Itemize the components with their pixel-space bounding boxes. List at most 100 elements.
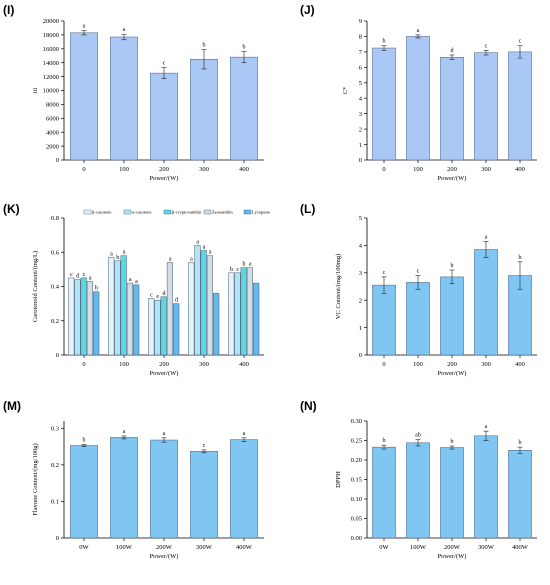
- significance-letter: a: [196, 239, 199, 245]
- significance-letter: a: [135, 279, 138, 285]
- y-tick-label: 10000: [43, 88, 59, 95]
- significance-letter: a: [190, 257, 193, 263]
- bar: [194, 245, 201, 356]
- bar: [372, 284, 396, 356]
- x-tick-label: 100: [413, 166, 423, 173]
- y-axis-title: Carotenoid Content/(mg/L): [32, 251, 39, 322]
- y-tick-label: 14000: [43, 60, 59, 67]
- significance-letter: a: [123, 250, 126, 256]
- y-tick-label: 0.3: [51, 426, 59, 433]
- x-tick-label: 200W: [156, 544, 173, 551]
- x-tick-label: 300: [199, 166, 209, 173]
- bar: [154, 299, 161, 356]
- bar: [474, 249, 498, 356]
- chart-panel-1: (J) 0 1 2 3 4 5 6 7 8 9 0 100 200 300 400 Power/(W) C* b a d…: [300, 3, 537, 182]
- bar: [253, 282, 260, 356]
- y-tick-label: 4: [359, 243, 363, 250]
- bar: [173, 303, 180, 356]
- bar: [190, 451, 218, 539]
- bar: [93, 291, 100, 356]
- chart-panel-5: (N) 0.00 0.05 0.10 0.15 0.20 0.25 0.30 0W 100W 200…: [300, 399, 537, 560]
- panel-label: (I): [3, 3, 14, 17]
- y-tick-label: 20000: [43, 18, 59, 25]
- bar: [74, 279, 81, 356]
- significance-letter: b: [383, 39, 386, 45]
- significance-letter: c: [383, 270, 386, 276]
- bar: [126, 282, 134, 356]
- bar: [440, 447, 464, 539]
- significance-letter: a: [243, 431, 246, 437]
- y-tick-label: 2: [359, 126, 362, 133]
- x-tick-label: 200: [447, 361, 457, 368]
- bar: [440, 57, 464, 161]
- y-tick-label: 18000: [43, 32, 59, 39]
- bar: [406, 442, 430, 539]
- bar: [68, 277, 75, 356]
- bar: [213, 293, 220, 356]
- significance-letter: c: [417, 269, 420, 275]
- x-tick-label: 200W: [444, 544, 461, 551]
- y-tick-label: 0.6: [51, 249, 60, 256]
- bar: [228, 272, 235, 356]
- y-tick-label: 3: [359, 111, 362, 118]
- x-tick-label: 400: [515, 361, 525, 368]
- y-tick-label: 0.05: [351, 516, 362, 523]
- bar: [246, 267, 254, 356]
- y-axis-title: Flavone Content/(mg/100g): [32, 443, 39, 515]
- x-tick-label: 200: [447, 166, 457, 173]
- y-tick-label: 1: [359, 325, 362, 332]
- significance-letter: c: [236, 267, 239, 273]
- significance-letter: b: [230, 267, 233, 273]
- x-axis-title: Power/(W): [150, 370, 179, 377]
- y-tick-label: 7: [359, 49, 363, 56]
- y-axis-title: VC Content/(mg/100mg): [335, 254, 342, 320]
- chart-panel-3: (L) 0 1 2 3 4 5 0 100 200 300 400 Power/(W) VC Conten…: [300, 202, 537, 377]
- significance-letter: c: [150, 292, 153, 298]
- bar: [190, 58, 218, 161]
- significance-letter: c: [485, 43, 488, 49]
- x-tick-label: 300W: [478, 544, 495, 551]
- y-axis-title: DPPH: [335, 471, 342, 488]
- y-tick-label: 0.25: [351, 438, 362, 445]
- bar: [230, 439, 258, 539]
- bar: [406, 282, 430, 356]
- bar: [150, 439, 178, 539]
- significance-letter: a: [485, 424, 488, 430]
- bar: [70, 445, 98, 539]
- bar: [240, 267, 247, 356]
- significance-letter: a: [123, 27, 126, 33]
- legend-swatch: [123, 209, 132, 215]
- significance-letter: a: [163, 431, 166, 437]
- bar: [110, 36, 138, 161]
- legend-label: α-carotene: [132, 210, 152, 215]
- bar: [234, 272, 241, 356]
- y-tick-label: 0.1: [51, 499, 59, 506]
- significance-letter: a: [83, 24, 86, 30]
- x-tick-label: 100: [413, 361, 423, 368]
- x-tick-label: 200: [159, 166, 169, 173]
- significance-letter: e: [156, 294, 159, 300]
- y-tick-label: 0.30: [351, 418, 362, 425]
- x-tick-label: 100W: [116, 544, 133, 551]
- panel-label: (M): [3, 399, 21, 413]
- significance-letter: d: [175, 298, 178, 304]
- x-tick-label: 0: [82, 166, 85, 173]
- y-tick-label: 0: [56, 157, 59, 164]
- legend-label: Lycopene: [252, 210, 270, 215]
- chart-panel-0: (I)0200040006000800010000120001400016000…: [3, 3, 264, 182]
- x-axis-title: Power/(W): [438, 553, 467, 560]
- y-tick-label: 2000: [46, 143, 59, 150]
- y-tick-label: 16000: [43, 46, 59, 53]
- significance-letter: a: [89, 275, 92, 281]
- legend-label: β-carotene: [92, 210, 111, 215]
- y-tick-label: 12000: [43, 74, 59, 81]
- bar: [230, 56, 258, 161]
- significance-letter: c: [163, 61, 166, 67]
- significance-letter: a: [169, 257, 172, 263]
- y-tick-label: 0.4: [51, 284, 60, 291]
- panel-label: (K): [3, 202, 20, 216]
- chart-panel-2: (K) 0 0.2 0.4 0.6 0.8 0 100 200 300 400 Power/(W) Ca…: [3, 202, 270, 377]
- significance-letter: b: [243, 262, 246, 268]
- bar: [70, 32, 98, 161]
- bar: [148, 298, 155, 356]
